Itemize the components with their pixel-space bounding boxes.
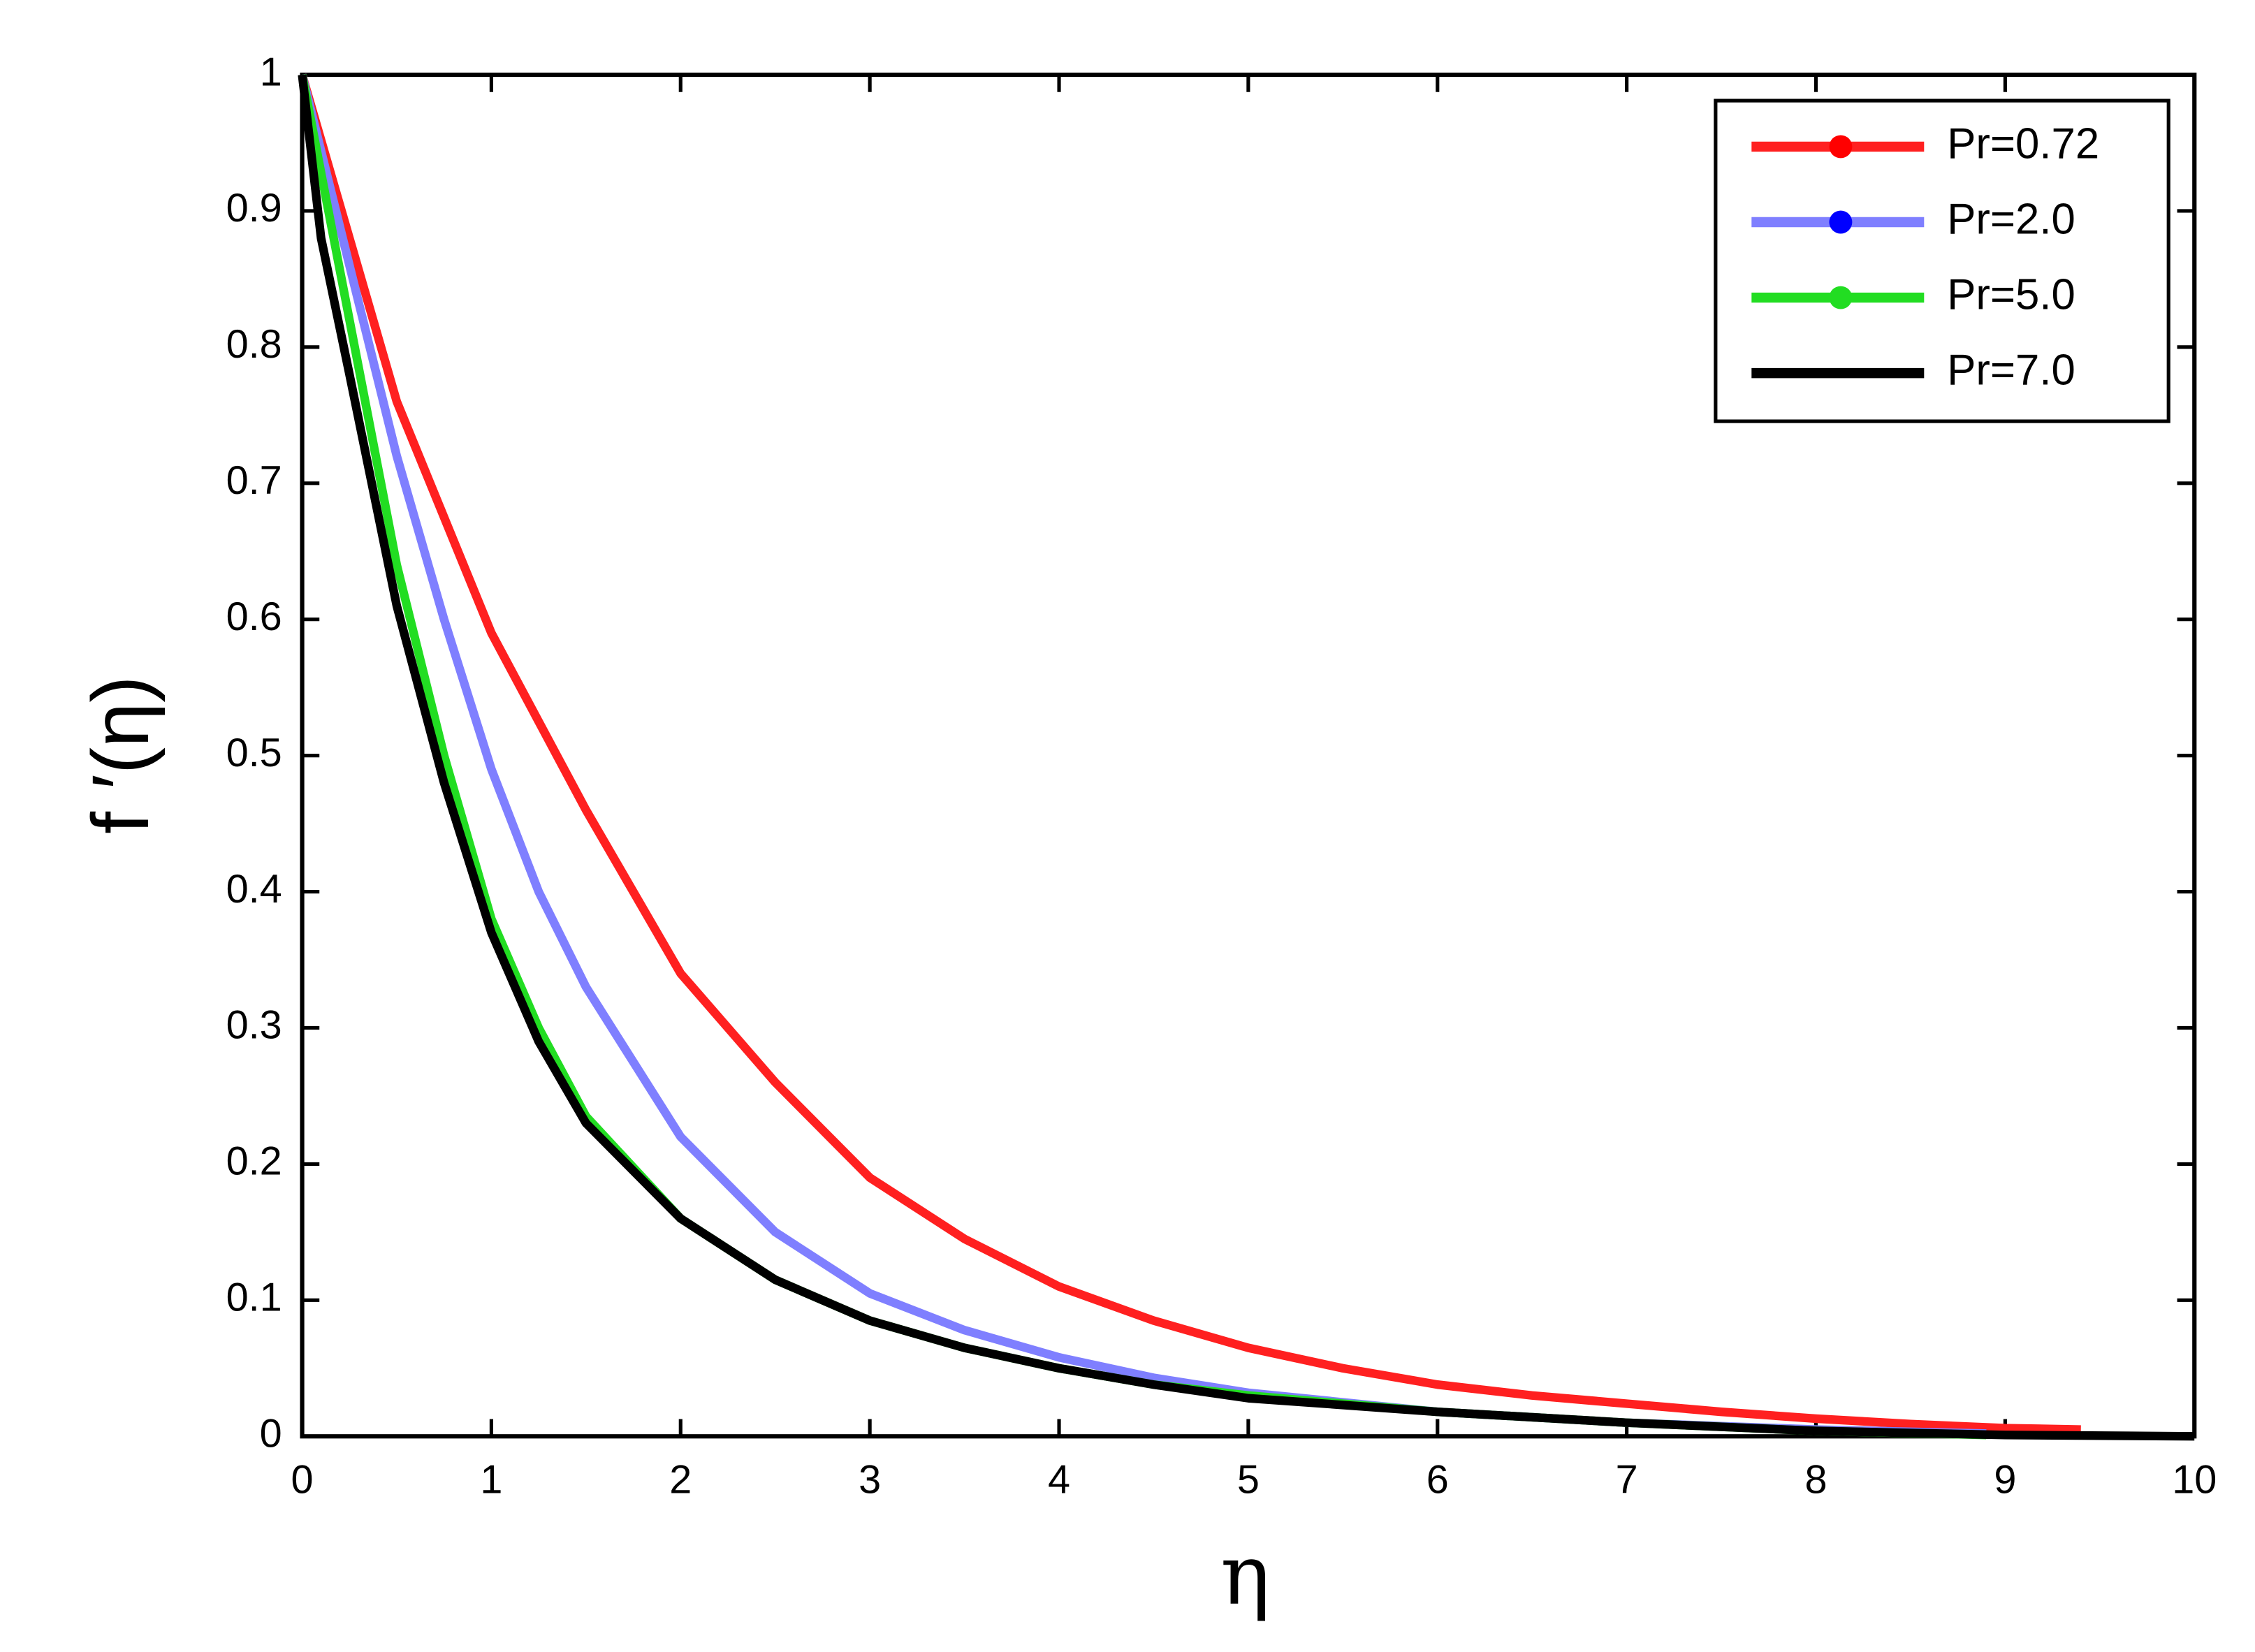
- y-tick-label: 0.6: [226, 594, 282, 639]
- legend-marker: [1829, 135, 1853, 159]
- x-tick-label: 1: [480, 1457, 502, 1502]
- x-tick-label: 9: [1994, 1457, 2016, 1502]
- x-axis-label: η: [1220, 1526, 1271, 1623]
- legend-marker: [1829, 210, 1853, 234]
- legend-label: Pr=7.0: [1947, 346, 2075, 394]
- y-axis-label: f ′(η): [76, 675, 166, 834]
- y-tick-label: 0.2: [226, 1139, 282, 1184]
- x-tick-label: 0: [291, 1457, 313, 1502]
- x-tick-label: 8: [1804, 1457, 1827, 1502]
- y-tick-label: 1: [260, 50, 282, 94]
- y-tick-label: 0: [260, 1411, 282, 1456]
- legend-label: Pr=2.0: [1947, 195, 2075, 243]
- y-tick-label: 0.4: [226, 867, 282, 912]
- legend: Pr=0.72 Pr=2.0 Pr=5.0 Pr=7.0: [1714, 98, 2170, 423]
- y-tick-label: 0.8: [226, 322, 282, 367]
- x-tick-label: 10: [2172, 1457, 2217, 1502]
- series-line: [298, 73, 2081, 1434]
- x-tick-label: 5: [1237, 1457, 1260, 1502]
- x-tick-label: 6: [1426, 1457, 1449, 1502]
- x-tick-label: 4: [1048, 1457, 1070, 1502]
- y-tick-label: 0.1: [226, 1275, 282, 1320]
- x-tick-label: 2: [669, 1457, 692, 1502]
- series-line: [298, 74, 2195, 1441]
- legend-marker: [1829, 286, 1853, 309]
- x-tick-label: 3: [859, 1457, 881, 1502]
- y-tick-label: 0.5: [226, 731, 282, 775]
- legend-box: [1714, 98, 2170, 423]
- y-tick-label: 0.3: [226, 1003, 282, 1048]
- legend-label: Pr=5.0: [1947, 270, 2075, 319]
- legend-label: Pr=0.72: [1947, 119, 2099, 168]
- x-tick-label: 7: [1616, 1457, 1638, 1502]
- y-tick-label: 0.9: [226, 186, 282, 231]
- y-tick-label: 0.7: [226, 458, 282, 503]
